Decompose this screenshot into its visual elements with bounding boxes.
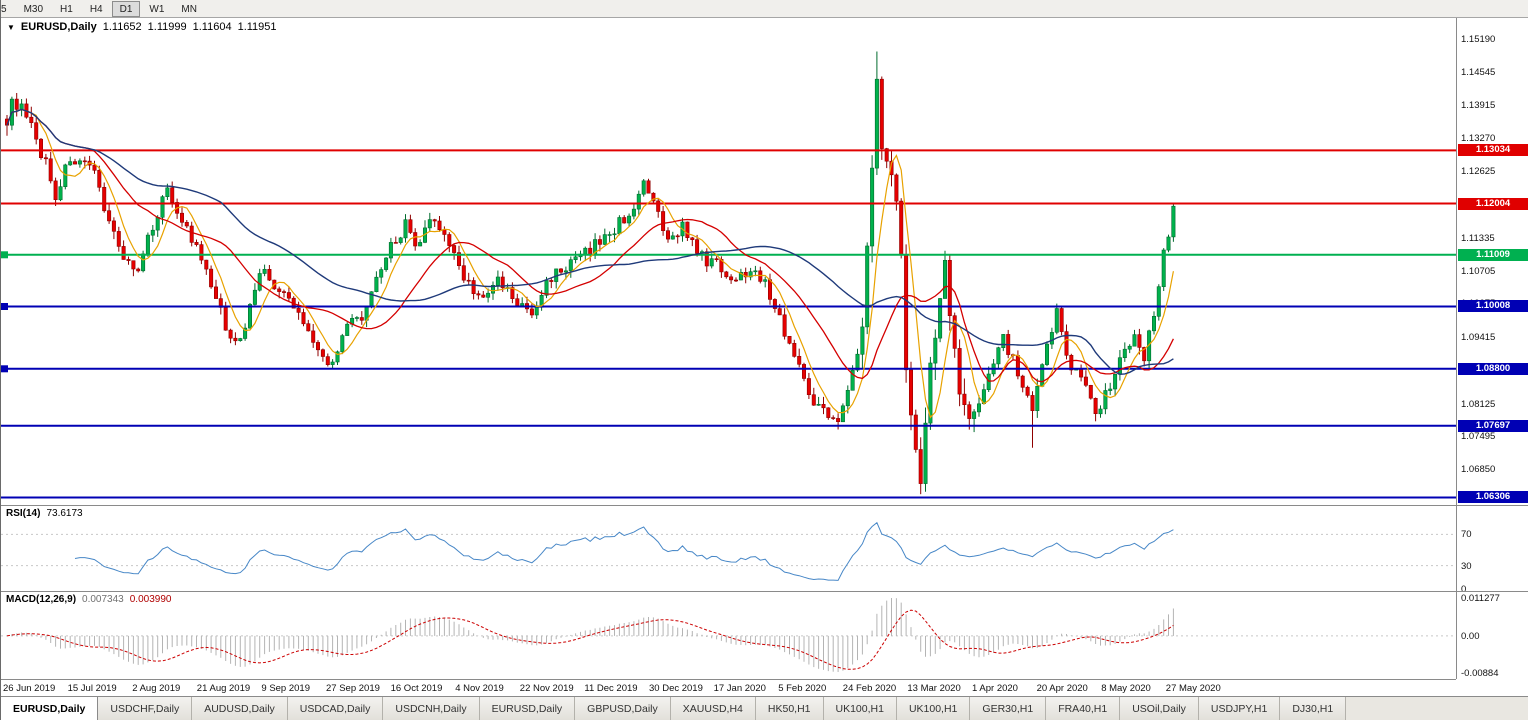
date-axis-label: 20 Apr 2020 — [1036, 683, 1088, 694]
date-axis-label: 26 Jun 2019 — [3, 683, 56, 694]
main-chart-panel: 1.15190 1.14545 1.13915 1.13270 1.12625 1.119… — [1, 18, 1528, 505]
macd-canvas[interactable] — [1, 592, 1456, 679]
chart-tab-hk50-h1[interactable]: HK50,H1 — [755, 697, 824, 720]
chart-tab-dj30-h1[interactable]: DJ30,H1 — [1280, 697, 1347, 720]
chart-tab-eurusd-daily[interactable]: EURUSD,Daily — [1, 697, 99, 720]
date-axis-label: 2 Aug 2019 — [132, 683, 181, 694]
chart-tab-bar: EURUSD,Daily USDCHF,Daily AUDUSD,Daily USDC… — [1, 696, 1528, 720]
price-axis-label: 1.15190 — [1461, 34, 1496, 46]
date-axis-label: 27 Sep 2019 — [326, 683, 380, 694]
price-chart-canvas[interactable] — [1, 18, 1456, 505]
date-axis-label: 17 Jan 2020 — [713, 683, 766, 694]
rsi-axis-label: 70 — [1461, 529, 1472, 541]
chart-tab-eurusd-daily[interactable]: EURUSD,Daily — [479, 697, 576, 720]
price-axis-label: 1.09415 — [1461, 332, 1496, 344]
macd-label: MACD(12,26,9) — [6, 594, 77, 605]
rsi-axis-label: 0 — [1461, 584, 1467, 595]
date-axis-label: 1 Apr 2020 — [972, 683, 1018, 694]
chart-tab-usoil-daily[interactable]: USOil,Daily — [1120, 697, 1199, 720]
chart-tab-usdjpy-h1[interactable]: USDJPY,H1 — [1198, 697, 1281, 720]
price-axis-label: 1.14545 — [1461, 67, 1496, 79]
chart-tab-fra40-h1[interactable]: FRA40,H1 — [1046, 697, 1121, 720]
date-axis: 26 Jun 2019 15 Jul 2019 2 Aug 2019 21 Aug 2… — [1, 679, 1456, 696]
date-axis-label: 13 Mar 2020 — [907, 683, 961, 694]
chart-title: ▼ EURUSD,Daily 1.11652 1.11999 1.11604 1… — [7, 21, 277, 33]
date-axis-label: 15 Jul 2019 — [67, 683, 117, 694]
macd-main-value: 0.007343 — [82, 594, 124, 605]
macd-axis-label: -0.00884 — [1461, 668, 1499, 679]
price-axis-label: 1.13270 — [1461, 133, 1496, 145]
chart-tab-xauusd-h4[interactable]: XAUUSD,H4 — [670, 697, 756, 720]
chart-tab-usdcnh-daily[interactable]: USDCNH,Daily — [383, 697, 480, 720]
date-axis-label: 11 Dec 2019 — [584, 683, 638, 694]
chart-tab-ger30-h1[interactable]: GER30,H1 — [970, 697, 1047, 720]
chart-caret-icon[interactable]: ▼ — [7, 22, 15, 32]
timeframe-button-w1[interactable]: W1 — [149, 3, 165, 15]
date-axis-label: 9 Sep 2019 — [261, 683, 310, 694]
rsi-canvas[interactable] — [1, 506, 1456, 591]
macd-signal-value: 0.003990 — [129, 594, 172, 605]
ohlc-high: 1.11999 — [147, 21, 187, 33]
date-axis-label: 24 Feb 2020 — [842, 683, 897, 694]
price-axis-label: 1.11335 — [1461, 233, 1495, 245]
timeframe-bar: 5 M30 H1 H4 D1 W1 MN — [1, 0, 1528, 18]
price-axis-label: 1.10705 — [1461, 265, 1496, 277]
ohlc-low: 1.11604 — [192, 21, 232, 33]
macd-axis-label: 0.011277 — [1461, 593, 1500, 604]
price-axis-label: 1.08125 — [1461, 398, 1496, 410]
price-axis-label: 1.06850 — [1461, 464, 1496, 476]
price-axis-label: 1.07495 — [1461, 431, 1496, 443]
chart-tab-gbpusd-daily[interactable]: GBPUSD,Daily — [575, 697, 671, 720]
rsi-panel: 70 30 0 RSI(14) 73.6173 — [1, 505, 1528, 595]
rsi-title: RSI(14) 73.6173 — [6, 508, 83, 519]
ohlc-open: 1.11652 — [102, 21, 142, 33]
chart-tab-usdchf-daily[interactable]: USDCHF,Daily — [98, 697, 193, 720]
hline-price-tag: 1.12004 — [1458, 197, 1528, 210]
chart-tab-uk100-h1[interactable]: UK100,H1 — [896, 697, 971, 720]
rsi-value: 73.6173 — [46, 508, 83, 519]
price-axis: 1.151901.145451.139151.132701.126251.119… — [1456, 18, 1528, 505]
timeframe-button-d1[interactable]: D1 — [111, 0, 141, 17]
timeframe-button-5[interactable]: 5 — [1, 3, 7, 15]
date-axis-label: 16 Oct 2019 — [390, 683, 443, 694]
macd-axis-label: 0.00 — [1461, 630, 1480, 642]
rsi-label: RSI(14) — [6, 508, 41, 519]
date-axis-label: 5 Feb 2020 — [778, 683, 827, 694]
date-axis-label: 22 Nov 2019 — [519, 683, 574, 694]
hline-price-tag: 1.13034 — [1458, 144, 1528, 157]
timeframe-button-m30[interactable]: M30 — [23, 3, 44, 15]
macd-title: MACD(12,26,9) 0.007343 0.003990 — [6, 594, 172, 605]
price-axis-label: 1.13915 — [1461, 99, 1496, 111]
chart-tab-usdcad-daily[interactable]: USDCAD,Daily — [287, 697, 384, 720]
ohlc-close: 1.11951 — [237, 21, 277, 33]
macd-axis: 0.011277 0.00 -0.00884 — [1456, 592, 1528, 679]
hline-price-tag: 1.06306 — [1458, 491, 1528, 504]
hline-price-tag: 1.11009 — [1458, 248, 1528, 261]
hline-price-tag: 1.07697 — [1458, 419, 1528, 432]
hline-price-tag: 1.08800 — [1458, 362, 1528, 375]
hline-price-tag: 1.10008 — [1458, 300, 1528, 313]
timeframe-button-mn[interactable]: MN — [181, 3, 197, 15]
timeframe-button-h4[interactable]: H4 — [89, 3, 103, 15]
chart-tab-uk100-h1[interactable]: UK100,H1 — [823, 697, 897, 720]
rsi-axis: 70 30 0 — [1456, 506, 1528, 595]
timeframe-button-h1[interactable]: H1 — [60, 3, 73, 15]
macd-panel: 0.011277 0.00 -0.00884 MACD(12,26,9) 0.007… — [1, 591, 1528, 679]
date-axis-label: 30 Dec 2019 — [649, 683, 703, 694]
date-axis-label: 8 May 2020 — [1101, 683, 1151, 694]
rsi-axis-label: 30 — [1461, 560, 1472, 572]
chart-symbol-label: EURUSD,Daily — [20, 21, 97, 33]
date-axis-label: 27 May 2020 — [1165, 683, 1221, 694]
chart-tab-audusd-daily[interactable]: AUDUSD,Daily — [192, 697, 288, 720]
price-axis-label: 1.12625 — [1461, 166, 1496, 178]
date-axis-label: 4 Nov 2019 — [455, 683, 504, 694]
chart-stack: 1.15190 1.14545 1.13915 1.13270 1.12625 1.119… — [1, 18, 1528, 696]
date-axis-label: 21 Aug 2019 — [196, 683, 251, 694]
